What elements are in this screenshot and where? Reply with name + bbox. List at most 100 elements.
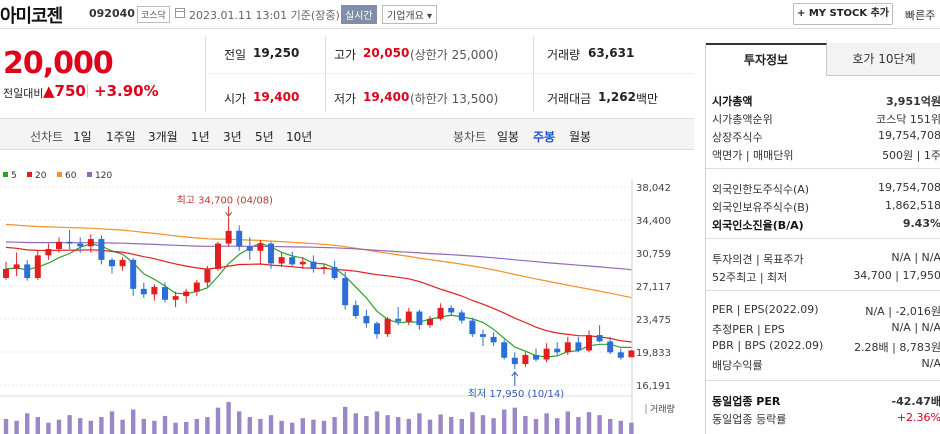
invest-row-label: 시가총액 xyxy=(712,95,753,108)
volume-bar xyxy=(290,422,295,434)
tab-3y[interactable]: 3년 xyxy=(223,130,242,144)
volume-bar xyxy=(438,414,443,434)
tab-1d[interactable]: 1일 xyxy=(73,130,92,144)
candle-body xyxy=(98,239,105,260)
corp-overview-dropdown[interactable]: 기업개요 ▾ xyxy=(382,5,437,24)
tab-daily[interactable]: 일봉 xyxy=(497,130,520,144)
invest-row-label: 동일업종 등락률 xyxy=(712,413,787,426)
tab-monthly[interactable]: 월봉 xyxy=(569,130,592,144)
annotations: 최고 34,700 (04/08) 최저 17,950 (10/14) xyxy=(177,194,565,400)
change-value: ▲750 xyxy=(43,82,86,100)
tab-1y[interactable]: 1년 xyxy=(191,130,210,144)
candle-body xyxy=(34,255,41,278)
candle-body xyxy=(543,348,550,360)
tab-1w[interactable]: 1주일 xyxy=(106,130,136,144)
volume-bar xyxy=(173,422,178,434)
tab-invest-info[interactable]: 투자정보 xyxy=(706,43,827,76)
volume-bar xyxy=(194,418,199,434)
date-text: 2023.01.11 13:01 기준(장중) xyxy=(189,9,340,22)
legend-swatch xyxy=(27,172,32,177)
stock-header: 아미코젠 092040 코스닥 2023.01.11 13:01 기준(장중) … xyxy=(0,0,940,29)
volume-bar xyxy=(491,418,496,434)
amount-unit: 백만 xyxy=(636,92,659,106)
prev-close-value: 19,250 xyxy=(253,46,300,60)
low-annotation: 최저 17,950 (10/14) xyxy=(468,388,564,400)
invest-row-label: 상장주식수 xyxy=(712,131,763,144)
invest-row-value: 1,862,518 xyxy=(885,199,940,212)
volume-bar xyxy=(141,418,146,434)
volume-bar xyxy=(67,415,72,434)
candle-body xyxy=(193,282,200,292)
invest-row: 투자의견 | 목표주가 N/A | N/A xyxy=(712,249,940,268)
invest-row: 외국인소진율(B/A) 9.43% xyxy=(712,215,940,234)
volume-bar xyxy=(226,402,231,434)
tab-5y[interactable]: 5년 xyxy=(255,130,274,144)
tab-weekly[interactable]: 주봉 xyxy=(533,130,556,144)
y-tick-label: 38,042 xyxy=(636,183,671,194)
volume-bar xyxy=(258,418,263,434)
invest-row-value: 19,754,708 xyxy=(878,129,940,142)
weekly-candle-chart[interactable]: 5 20 60 120 38,042 34,400 30,759 27,117 23,475 1… xyxy=(0,150,694,434)
y-tick-label: 27,117 xyxy=(636,282,671,293)
tab-10y[interactable]: 10년 xyxy=(286,130,313,144)
invest-row-label: PBR | BPS (2022.09) xyxy=(712,339,824,352)
volume-bar xyxy=(533,418,539,434)
volume-bar xyxy=(46,422,51,434)
candle-body xyxy=(151,287,158,295)
volume-bar xyxy=(3,418,9,434)
volume-bar xyxy=(332,417,337,434)
volume-bar xyxy=(576,417,581,434)
y-axis-ticks: 38,042 34,400 30,759 27,117 23,475 19,833 16,1… xyxy=(636,183,675,415)
invest-row: 추정PER | EPS N/A | N/A xyxy=(712,319,940,338)
invest-row: PER | EPS(2022.09) N/A | -2,016원 xyxy=(712,301,940,320)
volume-bar xyxy=(152,420,157,434)
candle-body xyxy=(342,277,349,306)
volume-bar xyxy=(502,409,507,434)
volume-bar xyxy=(205,417,210,434)
invest-row-label: 외국인보유주식수(B) xyxy=(712,201,810,214)
add-mystock-button[interactable]: + MY STOCK 추가 xyxy=(793,3,893,25)
invest-row-value: N/A | N/A xyxy=(891,321,940,334)
tab-3m[interactable]: 3개월 xyxy=(148,130,178,144)
quick-link[interactable]: 빠른주 xyxy=(905,9,936,22)
period-tabs: 선차트 1일 1주일 3개월 1년 3년 5년 10년 봉차트 일봉 주봉 월봉 xyxy=(0,118,694,150)
invest-info-panel: 투자정보 호가 10단계 시가총액 3,951억원 시가총액순위 코스닥 151위 상장… xyxy=(705,43,940,434)
invest-row-label: PER | EPS(2022.09) xyxy=(712,303,819,316)
invest-row: 액면가 | 매매단위 500원 | 1주 xyxy=(712,145,940,164)
amount-value: 1,262 xyxy=(598,90,636,104)
candle-body xyxy=(617,352,624,358)
candle-body xyxy=(236,230,243,247)
volume-bar xyxy=(396,417,401,434)
volume-bar xyxy=(470,412,475,434)
volume-bar xyxy=(555,418,560,434)
candle-body xyxy=(246,246,253,251)
realtime-button[interactable]: 실시간 xyxy=(341,5,377,24)
volume-bar xyxy=(459,418,464,434)
candle-body xyxy=(289,257,296,265)
volume-bar xyxy=(120,419,125,434)
candle-body xyxy=(183,291,190,297)
volume-bar xyxy=(544,413,549,434)
candle-body xyxy=(310,261,317,269)
high-label: 고가 xyxy=(334,48,357,62)
candle-body xyxy=(533,355,539,360)
invest-row-value: 코스닥 151위 xyxy=(876,113,940,126)
candle-body xyxy=(554,348,561,353)
volume-bar xyxy=(56,419,62,434)
invest-row-value: 9.43% xyxy=(902,217,940,230)
candle-body xyxy=(522,355,529,365)
invest-row: 외국인한도주식수(A) 19,754,708 xyxy=(712,179,940,198)
candle-body xyxy=(575,342,582,351)
candle-body xyxy=(257,243,264,251)
invest-row-value: 34,700 | 17,950 xyxy=(853,269,940,282)
low-value: 19,400 xyxy=(363,90,410,104)
y-tick-label: 30,759 xyxy=(636,249,671,260)
volume-bar xyxy=(406,418,411,434)
tab-orderbook[interactable]: 호가 10단계 xyxy=(827,43,940,76)
invest-row-value: 19,754,708 xyxy=(878,181,940,194)
volume-bar xyxy=(279,420,284,434)
candle-body xyxy=(24,264,31,278)
candle-body xyxy=(490,336,497,343)
candle-body xyxy=(564,342,571,353)
y-tick-label: 19,833 xyxy=(636,348,671,359)
